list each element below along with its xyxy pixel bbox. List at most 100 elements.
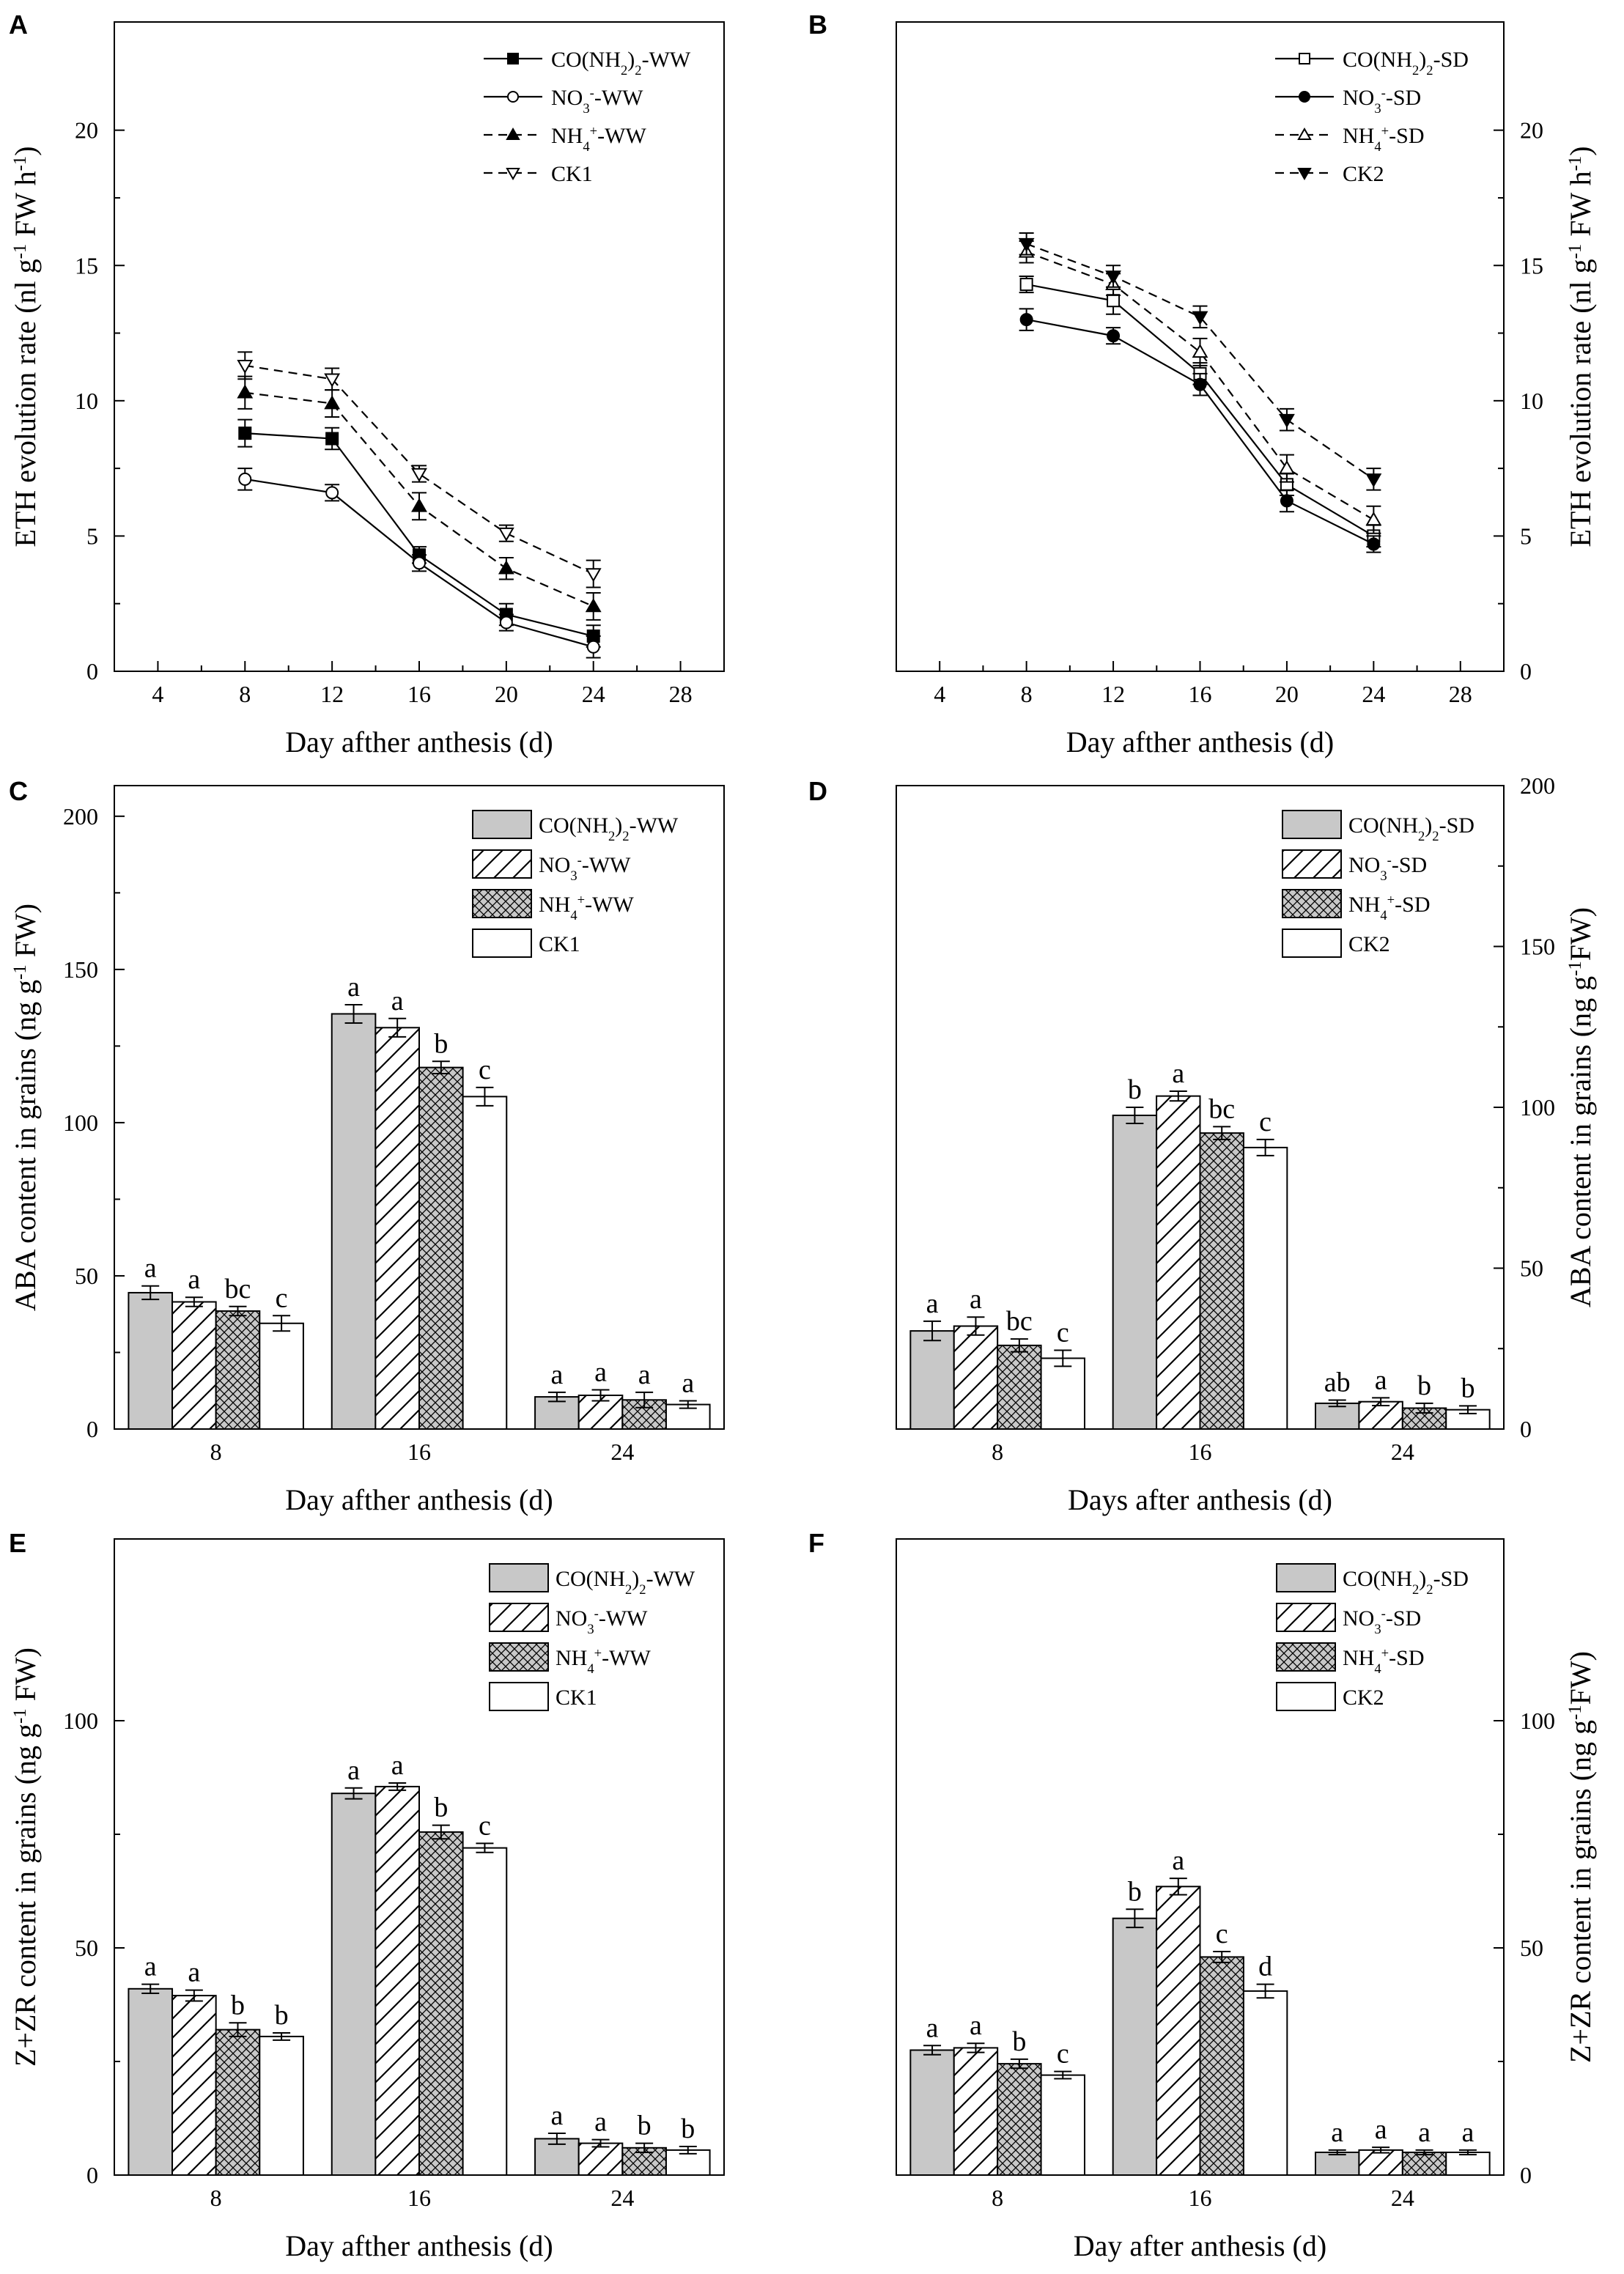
data-point	[499, 616, 513, 630]
legend-item: NH4+-SD	[1275, 124, 1424, 155]
legend-label: CO(NH2)2-WW	[539, 813, 679, 844]
significance-letter: a	[926, 2012, 939, 2043]
y-tick-label: 20	[1520, 117, 1543, 144]
legend-swatch	[489, 1603, 549, 1632]
chart-panel-a: 0 5 10 15 20 ETH evolution rate (nl g-1 FW h-…	[9, 10, 725, 758]
panel-letter: F	[808, 1528, 824, 1558]
legend-swatch	[1276, 1642, 1336, 1672]
y-tick-label: 100	[63, 1110, 98, 1136]
bar	[1242, 1146, 1288, 1430]
panel-letter: D	[808, 776, 827, 806]
legend-label: CK2	[1348, 932, 1390, 956]
significance-letter: c	[1259, 1107, 1271, 1137]
data-point	[1019, 313, 1033, 327]
significance-letter: a	[638, 1359, 651, 1390]
error-bar	[1213, 1950, 1231, 1963]
y-tick-label: 10	[75, 388, 98, 414]
series-3	[237, 375, 602, 621]
panel-letter: C	[9, 776, 28, 806]
error-bar	[967, 1316, 985, 1336]
legend-item: NO3--SD	[1276, 1603, 1421, 1637]
error-bar	[1126, 1107, 1144, 1124]
data-point	[1193, 377, 1207, 391]
significance-letter: c	[1216, 1919, 1228, 1949]
legend-marker	[507, 53, 519, 64]
x-tick-label: 4	[934, 681, 945, 707]
legend-item: CK1	[472, 929, 580, 958]
bar	[1156, 1886, 1201, 2177]
legend-swatch	[472, 929, 532, 958]
error-bar	[1054, 2070, 1072, 2080]
legend-label: NO3--SD	[1343, 1606, 1421, 1637]
x-tick-label: 16	[1189, 681, 1212, 707]
error-bar	[635, 2142, 654, 2153]
error-bar	[1328, 1399, 1346, 1408]
series-line	[245, 432, 594, 638]
x-tick-label: 28	[669, 681, 693, 707]
bar	[331, 1793, 377, 2176]
significance-letter: a	[1331, 2117, 1343, 2148]
legend-item: CK2	[1275, 162, 1384, 186]
legend-label: NH4+-WW	[539, 893, 634, 923]
x-tick-label: 8	[210, 2185, 222, 2211]
bar	[1040, 1357, 1085, 1431]
error-bar	[1415, 2149, 1433, 2156]
error-bar	[476, 1086, 494, 1107]
bar	[997, 1344, 1042, 1430]
series-line	[1026, 251, 1374, 521]
error-bar	[591, 2138, 610, 2148]
significance-letter: b	[1128, 1074, 1142, 1105]
y-tick-label: 0	[86, 2162, 98, 2188]
legend-label: NH4+-WW	[556, 1646, 651, 1677]
significance-letter: a	[1418, 2117, 1431, 2148]
legend-swatch	[472, 889, 532, 918]
error-bar	[1372, 1397, 1390, 1406]
legend-item: CK1	[484, 162, 593, 186]
significance-letter: c	[479, 1810, 491, 1841]
legend-label: CO(NH2)2-SD	[1343, 48, 1469, 78]
data-point	[413, 556, 426, 570]
bar	[374, 1027, 421, 1431]
error-bar	[476, 1842, 494, 1853]
chart-panel-e: 0 50 100 Z+ZR content in grains (ng g-1 FW)…	[9, 1528, 725, 2262]
x-tick-label: 28	[1449, 681, 1472, 707]
series-line	[245, 364, 594, 575]
significance-letter: a	[391, 986, 404, 1016]
error-bar	[229, 1305, 247, 1317]
significance-letter: a	[550, 2100, 563, 2131]
legend-item: NO3--SD	[1282, 849, 1427, 884]
bar	[577, 2142, 624, 2177]
data-point	[1105, 270, 1121, 285]
bar	[259, 2035, 304, 2176]
x-tick-label: 24	[1362, 681, 1385, 707]
significance-letter: a	[594, 2107, 607, 2138]
data-point	[325, 432, 339, 446]
legend-item: NH4+-WW	[489, 1642, 651, 1677]
legend-label: CK1	[539, 932, 580, 956]
error-bar	[273, 2031, 291, 2041]
legend-item: NH4+-SD	[1282, 889, 1430, 923]
significance-letter: b	[1417, 1370, 1431, 1401]
error-bar	[1256, 1983, 1274, 1999]
y-axis-label: ABA content in grains (ng g-1FW)	[1564, 907, 1597, 1307]
data-point	[1107, 294, 1121, 308]
legend-label: NH4+-SD	[1343, 124, 1424, 155]
data-point	[585, 598, 602, 613]
y-tick-label: 50	[1520, 1935, 1543, 1961]
y-tick-label: 0	[86, 658, 98, 684]
legend-swatch	[1282, 889, 1342, 918]
data-point	[585, 568, 602, 583]
legend-label: CO(NH2)2-SD	[1348, 813, 1474, 844]
y-tick-label: 0	[1520, 658, 1532, 684]
bar	[418, 1831, 464, 2176]
error-bar	[432, 1824, 450, 1840]
y-axis-label: ETH evolution rate (nl g-1 FW h-1)	[9, 146, 42, 547]
y-tick-label: 50	[1520, 1255, 1543, 1282]
y-tick-label: 150	[63, 956, 98, 983]
significance-letter: a	[1462, 2117, 1474, 2148]
bar	[1242, 1990, 1288, 2176]
significance-letter: c	[276, 1282, 288, 1313]
chart-panel-c: 0 50 100 150 200 ABA content in grains (ng g-…	[9, 776, 725, 1516]
legend-label: CK1	[556, 1686, 597, 1710]
